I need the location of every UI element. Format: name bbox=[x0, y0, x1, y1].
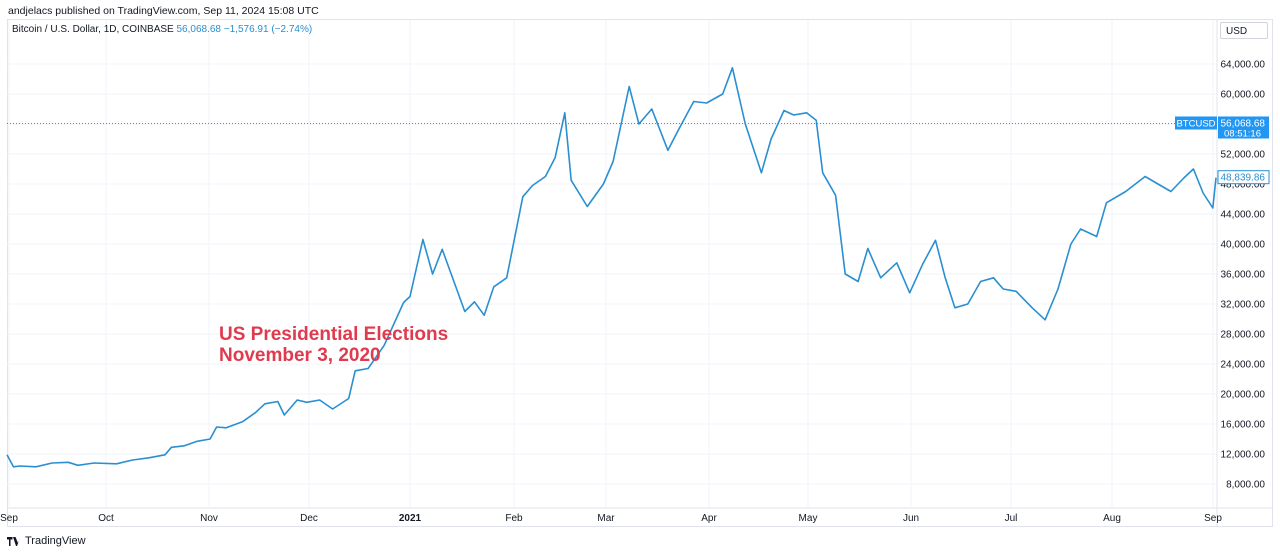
x-tick-label: Nov bbox=[200, 513, 218, 524]
series-layer bbox=[6, 67, 1217, 468]
x-tick-label: Jun bbox=[903, 513, 919, 524]
y-tick-label: 12,000.00 bbox=[1221, 450, 1266, 461]
tag-symbol: BTCUSD bbox=[1176, 118, 1215, 129]
last-price: 56,068.68 bbox=[176, 24, 222, 35]
x-tick-label: Dec bbox=[300, 513, 318, 524]
y-tick-label: 28,000.00 bbox=[1221, 330, 1266, 341]
tradingview-logo-icon bbox=[7, 536, 21, 546]
btc-price-line bbox=[6, 67, 1217, 468]
y-tick-label: 24,000.00 bbox=[1221, 360, 1266, 371]
y-tick-label: 44,000.00 bbox=[1221, 210, 1266, 221]
x-tick-label: Feb bbox=[505, 513, 523, 524]
y-tick-label: 48,000.00 bbox=[1221, 180, 1266, 191]
published-caption: andjelacs published on TradingView.com, … bbox=[8, 5, 319, 17]
y-tick-label: 52,000.00 bbox=[1221, 150, 1266, 161]
x-tick-label: Sep bbox=[0, 513, 18, 524]
x-tick-label: May bbox=[799, 513, 818, 524]
grid-lines bbox=[7, 20, 1217, 507]
x-tick-label: Mar bbox=[597, 513, 615, 524]
y-tick-label: 20,000.00 bbox=[1221, 390, 1266, 401]
currency-button[interactable]: USD bbox=[1220, 22, 1268, 39]
annotation-line-2: November 3, 2020 bbox=[219, 345, 381, 366]
tag-price: 56,068.68 bbox=[1221, 118, 1266, 129]
x-tick-label: 2021 bbox=[399, 513, 422, 524]
x-tick-label: Oct bbox=[98, 513, 114, 524]
y-tick-label: 64,000.00 bbox=[1221, 60, 1266, 71]
symbol-legend: Bitcoin / U.S. Dollar, 1D, COINBASE 56,0… bbox=[12, 24, 312, 35]
last-value-tag: 48,839.86 bbox=[1217, 170, 1270, 185]
last-value-label: 48,839.86 bbox=[1221, 173, 1266, 184]
tag-countdown: 08:51:16 bbox=[1224, 128, 1261, 139]
time-axis: Sep Oct Nov Dec 2021 Feb Mar Apr May Jun Jul Aug Sep bbox=[0, 507, 1273, 524]
y-tick-label: 60,000.00 bbox=[1221, 90, 1266, 101]
x-tick-label: Sep bbox=[1204, 513, 1222, 524]
y-tick-label: 40,000.00 bbox=[1221, 240, 1266, 251]
footer-brand-label: TradingView bbox=[25, 535, 86, 547]
chart-frame bbox=[7, 19, 1273, 527]
x-tick-label: Jul bbox=[1005, 513, 1018, 524]
y-tick-label: 16,000.00 bbox=[1221, 420, 1266, 431]
annotation-line-1: US Presidential Elections bbox=[219, 324, 448, 345]
annotation-layer: US Presidential Elections November 3, 20… bbox=[219, 324, 448, 366]
price-change: −1,576.91 (−2.74%) bbox=[223, 24, 313, 35]
symbol-name: Bitcoin / U.S. Dollar, 1D, COINBASE bbox=[12, 24, 174, 35]
y-tick-label: 8,000.00 bbox=[1226, 480, 1265, 491]
x-tick-label: Apr bbox=[701, 513, 717, 524]
x-tick-label: Aug bbox=[1103, 513, 1121, 524]
footer-brand[interactable]: TradingView bbox=[7, 535, 86, 547]
price-axis: 64,000.0060,000.0056,000.0052,000.0048,0… bbox=[1216, 19, 1266, 527]
y-tick-label: 32,000.00 bbox=[1221, 300, 1266, 311]
y-tick-label: 36,000.00 bbox=[1221, 270, 1266, 281]
